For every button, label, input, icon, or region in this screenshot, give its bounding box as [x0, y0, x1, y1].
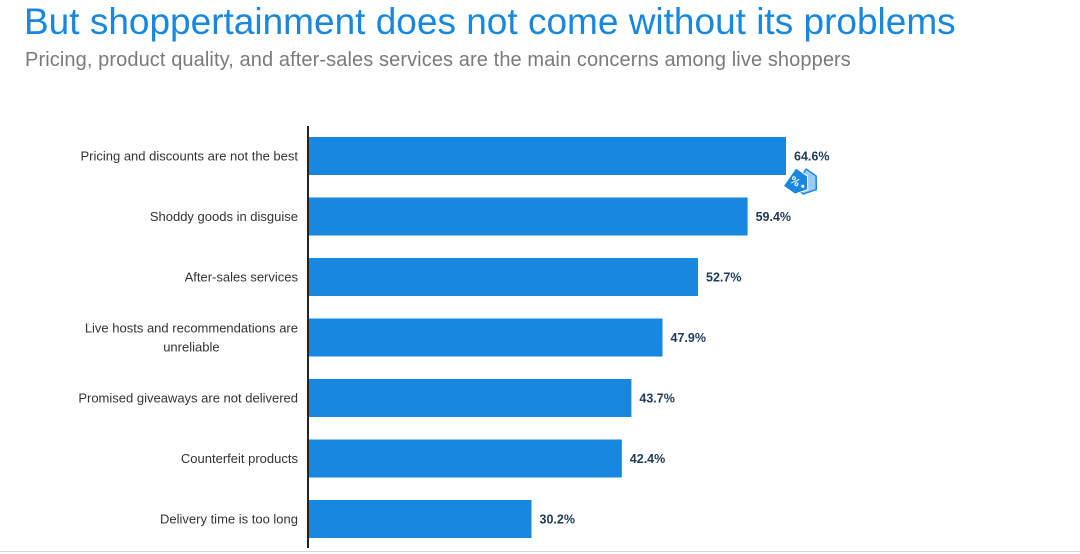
bar	[308, 379, 632, 417]
category-labels-layer: Pricing and discounts are not the best Sh…	[78, 149, 298, 527]
category-label-line: After-sales services	[185, 270, 299, 285]
bar	[308, 258, 698, 296]
category-label: Delivery time is too long	[160, 512, 298, 527]
category-label-line: Promised giveaways are not delivered	[78, 391, 298, 406]
tag-hole	[801, 184, 805, 188]
category-label: Counterfeit products	[181, 451, 299, 466]
category-label-line: Delivery time is too long	[160, 512, 298, 527]
category-label: After-sales services	[185, 270, 299, 285]
bar	[308, 197, 748, 236]
value-label: 59.4%	[756, 210, 791, 224]
price-tag-percent-icon: %	[782, 167, 818, 195]
value-labels-layer: 64.6% 59.4% 52.7% 47.9% 43.7% 42.4% 30.2%	[540, 150, 830, 527]
bar	[308, 318, 663, 357]
value-label: 42.4%	[630, 452, 665, 466]
category-label-line: Shoddy goods in disguise	[150, 209, 298, 224]
bottom-divider	[0, 551, 1080, 552]
value-label: 43.7%	[639, 392, 674, 406]
category-label: Shoddy goods in disguise	[150, 209, 298, 224]
bars-layer	[308, 137, 786, 538]
value-label: 47.9%	[671, 331, 706, 345]
category-label-line: Counterfeit products	[181, 451, 299, 466]
bar	[308, 500, 532, 538]
category-label: Pricing and discounts are not the best	[80, 149, 298, 164]
chart-subtitle: Pricing, product quality, and after-sale…	[25, 49, 851, 71]
value-label: 30.2%	[540, 513, 575, 527]
bar	[308, 439, 622, 478]
category-label: Promised giveaways are not delivered	[78, 391, 298, 406]
category-label: Live hosts and recommendations are unreli…	[85, 321, 298, 355]
tag-front-shape	[782, 167, 809, 195]
category-label-line: Live hosts and recommendations are	[85, 321, 298, 336]
category-label-line: Pricing and discounts are not the best	[80, 149, 298, 164]
value-label: 52.7%	[706, 271, 741, 285]
category-label-line: unreliable	[163, 340, 219, 355]
bar	[308, 137, 786, 175]
value-label: 64.6%	[794, 150, 829, 164]
chart-title: But shoppertainment does not come withou…	[24, 1, 956, 42]
